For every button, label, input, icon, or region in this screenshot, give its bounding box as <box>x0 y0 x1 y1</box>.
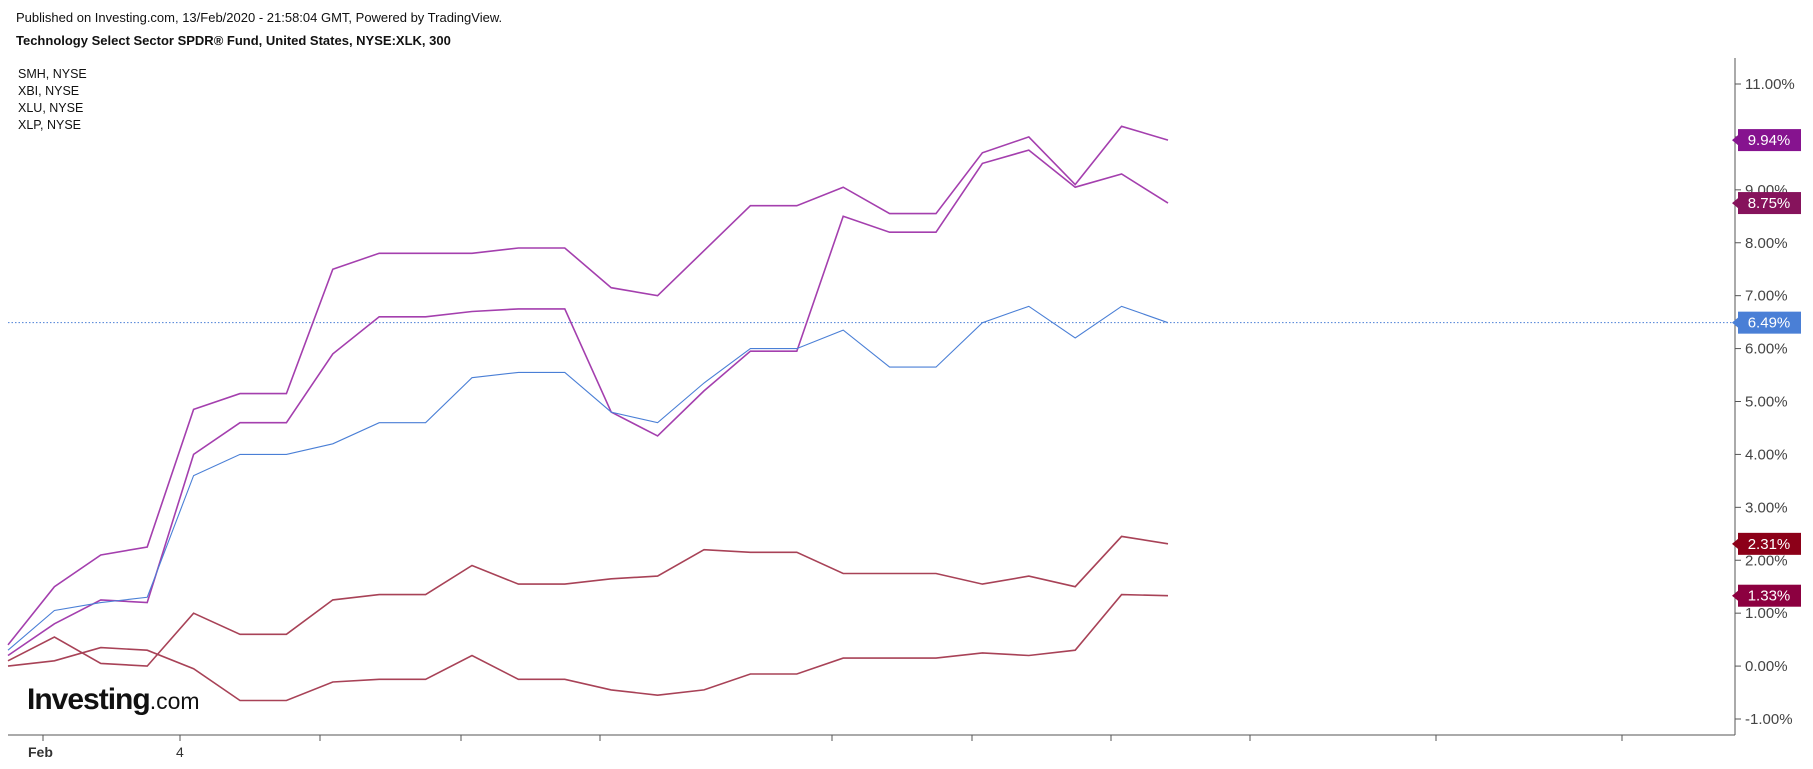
price-label-text: 6.49% <box>1748 315 1791 332</box>
price-label-arrow <box>1732 135 1738 146</box>
x-tick-label: 4 <box>176 744 184 760</box>
price-label-text: 8.75% <box>1748 195 1791 212</box>
legend-item-xbi[interactable]: XBI, NYSE <box>18 84 80 98</box>
price-label-text: 9.94% <box>1748 132 1791 149</box>
legend-item-xlu[interactable]: XLU, NYSE <box>18 101 84 115</box>
price-label-arrow <box>1732 198 1738 209</box>
price-label-text: 2.31% <box>1748 536 1791 553</box>
y-tick-label: 8.00% <box>1745 235 1788 252</box>
price-labels: 9.94% 8.75% 6.49% 2.31% 1.33% <box>1732 129 1801 607</box>
axes: 11.00%10.00%9.00%8.00%7.00%6.00%5.00%4.0… <box>8 58 1796 760</box>
series-layer <box>7 125 1169 702</box>
chart-title: Technology Select Sector SPDR® Fund, Uni… <box>16 33 451 48</box>
y-tick-label: 5.00% <box>1745 394 1788 411</box>
series-line-1 <box>7 125 1169 646</box>
logo-brand: Investing <box>27 683 151 716</box>
series-line-5 <box>7 593 1169 702</box>
series-line-3 <box>7 305 1169 651</box>
series-line-2 <box>7 149 1169 657</box>
investing-logo: Investing.com <box>27 683 200 717</box>
logo-domain: .com <box>149 688 200 714</box>
y-tick-label: 4.00% <box>1745 446 1788 463</box>
y-tick-label: 6.00% <box>1745 341 1788 358</box>
y-tick-label: 11.00% <box>1745 76 1795 93</box>
y-tick-label: 7.00% <box>1745 288 1788 305</box>
y-tick-label: 3.00% <box>1745 499 1788 516</box>
price-label-arrow <box>1732 538 1738 549</box>
legend-item-xlp[interactable]: XLP, NYSE <box>18 118 82 132</box>
price-label-arrow <box>1732 317 1738 328</box>
y-tick-label: 2.00% <box>1745 552 1788 569</box>
legend-item-smh[interactable]: SMH, NYSE <box>18 67 87 81</box>
price-label-bg <box>1738 192 1801 215</box>
published-note: Published on Investing.com, 13/Feb/2020 … <box>16 10 503 25</box>
y-tick-label: 0.00% <box>1745 658 1788 675</box>
x-tick-label: Feb <box>28 744 53 760</box>
y-tick-label: -1.00% <box>1745 711 1793 728</box>
price-label-bg <box>1738 532 1801 555</box>
price-label-arrow <box>1732 590 1738 601</box>
price-label-bg <box>1738 311 1801 334</box>
price-label-bg <box>1738 129 1801 152</box>
y-tick-label: 1.00% <box>1745 605 1788 622</box>
price-label-text: 1.33% <box>1748 588 1791 605</box>
legend: SMH, NYSE XBI, NYSE XLU, NYSE XLP, NYSE <box>18 66 87 134</box>
series-line-4 <box>7 535 1169 667</box>
price-label-bg <box>1738 584 1801 607</box>
